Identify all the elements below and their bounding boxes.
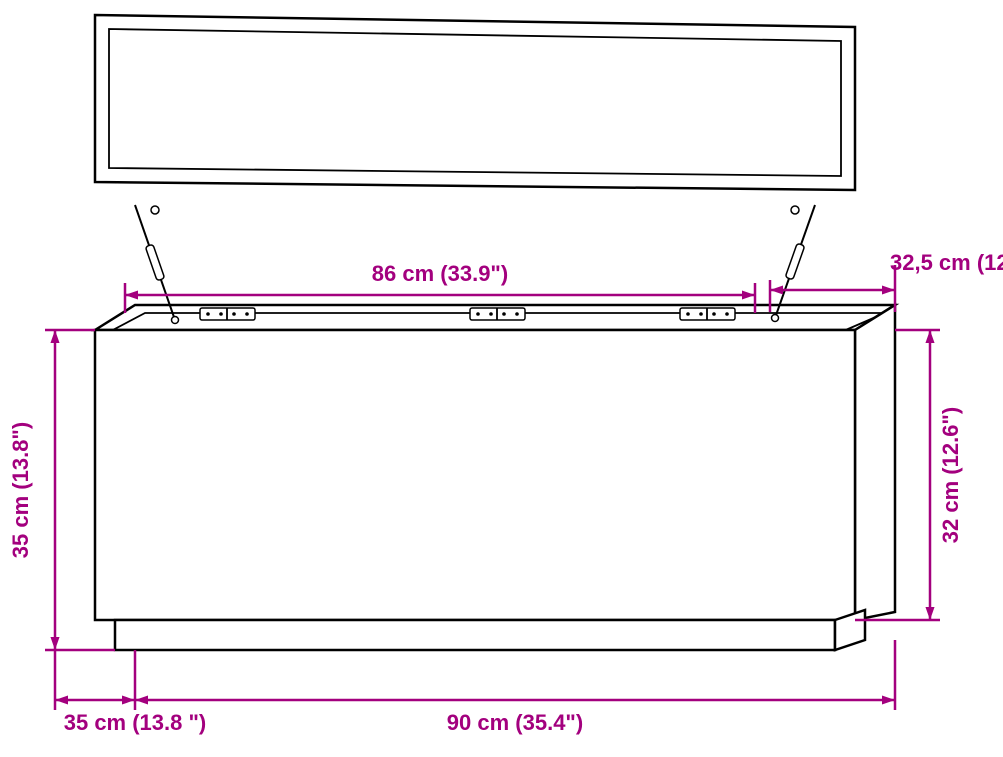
dim-outer-height: 35 cm (13.8") — [8, 422, 33, 558]
dim-outer-depth: 35 cm (13.8 ") — [64, 710, 207, 735]
dim-inner-width: 86 cm (33.9") — [372, 261, 508, 286]
dim-inner-depth: 32,5 cm (12") — [890, 250, 1003, 275]
dim-outer-width: 90 cm (35.4") — [447, 710, 583, 735]
dim-inner-height: 32 cm (12.6") — [938, 407, 963, 543]
